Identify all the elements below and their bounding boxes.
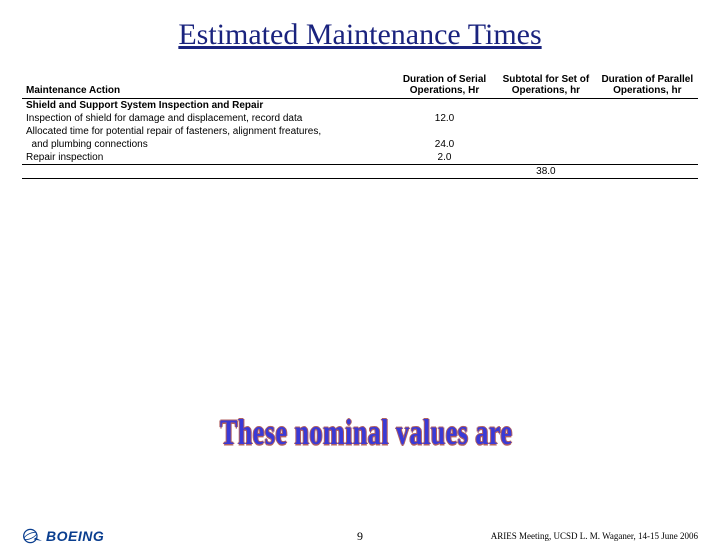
row-serial: 2.0 — [394, 151, 495, 165]
wordart-text: These nominal values are — [220, 412, 512, 454]
boeing-logo-text: BOEING — [46, 528, 104, 544]
boeing-logo-icon — [22, 526, 42, 546]
table-bottom-rule — [22, 179, 698, 180]
col-header-parallel: Duration of Parallel Operations, hr — [597, 72, 698, 99]
page-title: Estimated Maintenance Times — [0, 18, 720, 52]
row-label: Allocated time for potential repair of f… — [22, 125, 394, 138]
row-serial: 24.0 — [394, 138, 495, 151]
row-label: Repair inspection — [22, 151, 394, 165]
table-row: and plumbing connections 24.0 — [22, 138, 698, 151]
col-header-subtotal: Subtotal for Set of Operations, hr — [495, 72, 596, 99]
table-row: Inspection of shield for damage and disp… — [22, 112, 698, 125]
row-label: Inspection of shield for damage and disp… — [22, 112, 394, 125]
table-row: Allocated time for potential repair of f… — [22, 125, 698, 138]
table-total-row: 38.0 — [22, 165, 698, 179]
maintenance-table-container: Maintenance Action Duration of Serial Op… — [22, 72, 698, 179]
maintenance-table: Maintenance Action Duration of Serial Op… — [22, 72, 698, 179]
row-label: and plumbing connections — [22, 138, 394, 151]
page-number: 9 — [357, 529, 363, 544]
col-header-action: Maintenance Action — [22, 72, 394, 99]
row-serial: 12.0 — [394, 112, 495, 125]
boeing-logo: BOEING — [22, 526, 104, 546]
table-row: Repair inspection 2.0 — [22, 151, 698, 165]
col-header-serial: Duration of Serial Operations, Hr — [394, 72, 495, 99]
table-section-row: Shield and Support System Inspection and… — [22, 99, 698, 113]
section-label: Shield and Support System Inspection and… — [22, 99, 394, 113]
footer: BOEING 9 ARIES Meeting, UCSD L. M. Wagan… — [0, 526, 720, 546]
total-subtotal: 38.0 — [495, 165, 596, 179]
